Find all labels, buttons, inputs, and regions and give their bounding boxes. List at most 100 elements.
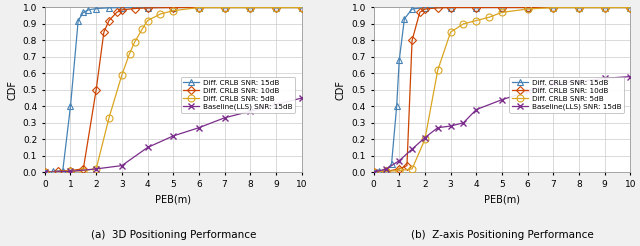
Diff. CRLB SNR: 10dB: (3, 0.999): 10dB: (3, 0.999) bbox=[447, 6, 454, 9]
Diff. CRLB SNR: 10dB: (2.5, 0.997): 10dB: (2.5, 0.997) bbox=[434, 6, 442, 9]
Diff. CRLB SNR: 10dB: (6, 0.999): 10dB: (6, 0.999) bbox=[524, 6, 531, 9]
Diff. CRLB SNR: 15dB: (2, 0.999): 15dB: (2, 0.999) bbox=[421, 6, 429, 9]
Diff. CRLB SNR: 10dB: (0.5, 0.005): 10dB: (0.5, 0.005) bbox=[54, 170, 61, 173]
Baseline(LLS) SNR: 15dB: (10, 0.58): 15dB: (10, 0.58) bbox=[627, 75, 634, 78]
Diff. CRLB SNR: 10dB: (0, 0): 10dB: (0, 0) bbox=[370, 171, 378, 174]
Baseline(LLS) SNR: 15dB: (4, 0.38): 15dB: (4, 0.38) bbox=[472, 108, 480, 111]
Baseline(LLS) SNR: 15dB: (7, 0.54): 15dB: (7, 0.54) bbox=[550, 82, 557, 85]
Diff. CRLB SNR: 10dB: (9, 0.999): 10dB: (9, 0.999) bbox=[601, 6, 609, 9]
Diff. CRLB SNR: 15dB: (7, 0.999): 15dB: (7, 0.999) bbox=[550, 6, 557, 9]
Diff. CRLB SNR: 15dB: (1.3, 0.92): 15dB: (1.3, 0.92) bbox=[74, 19, 82, 22]
Diff. CRLB SNR: 15dB: (0.2, 0.005): 15dB: (0.2, 0.005) bbox=[375, 170, 383, 173]
Diff. CRLB SNR: 10dB: (1.5, 0.02): 10dB: (1.5, 0.02) bbox=[79, 168, 87, 170]
Diff. CRLB SNR: 15dB: (9, 0.999): 15dB: (9, 0.999) bbox=[601, 6, 609, 9]
Diff. CRLB SNR: 15dB: (2.5, 0.997): 15dB: (2.5, 0.997) bbox=[105, 6, 113, 9]
Baseline(LLS) SNR: 15dB: (0.5, 0.02): 15dB: (0.5, 0.02) bbox=[383, 168, 390, 170]
Diff. CRLB SNR: 5dB: (10, 0.999): 5dB: (10, 0.999) bbox=[298, 6, 305, 9]
Diff. CRLB SNR: 15dB: (1.5, 0.97): 15dB: (1.5, 0.97) bbox=[79, 11, 87, 14]
Diff. CRLB SNR: 10dB: (3, 0.985): 10dB: (3, 0.985) bbox=[118, 8, 125, 11]
Diff. CRLB SNR: 15dB: (10, 0.999): 15dB: (10, 0.999) bbox=[627, 6, 634, 9]
Baseline(LLS) SNR: 15dB: (5, 0.44): 15dB: (5, 0.44) bbox=[498, 98, 506, 101]
Legend: Diff. CRLB SNR: 15dB, Diff. CRLB SNR: 10dB, Diff. CRLB SNR: 5dB, Baseline(LLS) S: Diff. CRLB SNR: 15dB, Diff. CRLB SNR: 10… bbox=[180, 77, 296, 113]
Baseline(LLS) SNR: 15dB: (6, 0.27): 15dB: (6, 0.27) bbox=[195, 126, 203, 129]
Baseline(LLS) SNR: 15dB: (0, 0): 15dB: (0, 0) bbox=[370, 171, 378, 174]
Diff. CRLB SNR: 10dB: (10, 0.999): 10dB: (10, 0.999) bbox=[298, 6, 305, 9]
Line: Baseline(LLS) SNR: 15dB: Baseline(LLS) SNR: 15dB bbox=[42, 95, 305, 175]
Diff. CRLB SNR: 5dB: (2.5, 0.62): 5dB: (2.5, 0.62) bbox=[434, 69, 442, 72]
Diff. CRLB SNR: 10dB: (6, 0.999): 10dB: (6, 0.999) bbox=[195, 6, 203, 9]
Line: Diff. CRLB SNR: 5dB: Diff. CRLB SNR: 5dB bbox=[42, 4, 305, 176]
Baseline(LLS) SNR: 15dB: (1.5, 0.14): 15dB: (1.5, 0.14) bbox=[408, 148, 416, 151]
Diff. CRLB SNR: 15dB: (0, 0): 15dB: (0, 0) bbox=[41, 171, 49, 174]
Diff. CRLB SNR: 15dB: (5, 0.999): 15dB: (5, 0.999) bbox=[170, 6, 177, 9]
Baseline(LLS) SNR: 15dB: (2, 0.02): 15dB: (2, 0.02) bbox=[92, 168, 100, 170]
Diff. CRLB SNR: 5dB: (8, 0.999): 5dB: (8, 0.999) bbox=[575, 6, 583, 9]
Diff. CRLB SNR: 15dB: (6, 0.999): 15dB: (6, 0.999) bbox=[524, 6, 531, 9]
Baseline(LLS) SNR: 15dB: (5, 0.22): 15dB: (5, 0.22) bbox=[170, 135, 177, 138]
Baseline(LLS) SNR: 15dB: (6, 0.49): 15dB: (6, 0.49) bbox=[524, 90, 531, 93]
Diff. CRLB SNR: 15dB: (0.7, 0.05): 15dB: (0.7, 0.05) bbox=[388, 162, 396, 165]
Diff. CRLB SNR: 5dB: (5, 0.97): 5dB: (5, 0.97) bbox=[498, 11, 506, 14]
Y-axis label: CDF: CDF bbox=[336, 80, 346, 100]
Legend: Diff. CRLB SNR: 15dB, Diff. CRLB SNR: 10dB, Diff. CRLB SNR: 5dB, Baseline(LLS) S: Diff. CRLB SNR: 15dB, Diff. CRLB SNR: 10… bbox=[509, 77, 624, 113]
Diff. CRLB SNR: 5dB: (9, 0.999): 5dB: (9, 0.999) bbox=[272, 6, 280, 9]
Baseline(LLS) SNR: 15dB: (0, 0): 15dB: (0, 0) bbox=[41, 171, 49, 174]
Diff. CRLB SNR: 15dB: (1.2, 0.93): 15dB: (1.2, 0.93) bbox=[401, 17, 408, 20]
Diff. CRLB SNR: 5dB: (2, 0.02): 5dB: (2, 0.02) bbox=[92, 168, 100, 170]
Baseline(LLS) SNR: 15dB: (9, 0.41): 15dB: (9, 0.41) bbox=[272, 103, 280, 106]
Diff. CRLB SNR: 5dB: (7, 0.999): 5dB: (7, 0.999) bbox=[550, 6, 557, 9]
Diff. CRLB SNR: 10dB: (2, 0.5): 10dB: (2, 0.5) bbox=[92, 88, 100, 91]
Diff. CRLB SNR: 15dB: (2, 0.993): 15dB: (2, 0.993) bbox=[92, 7, 100, 10]
Diff. CRLB SNR: 15dB: (1, 0.68): 15dB: (1, 0.68) bbox=[396, 59, 403, 62]
Diff. CRLB SNR: 10dB: (2.5, 0.92): 10dB: (2.5, 0.92) bbox=[105, 19, 113, 22]
Diff. CRLB SNR: 15dB: (7, 0.999): 15dB: (7, 0.999) bbox=[221, 6, 228, 9]
Title: (a)  3D Positioning Performance: (a) 3D Positioning Performance bbox=[90, 230, 256, 240]
Diff. CRLB SNR: 5dB: (2.5, 0.33): 5dB: (2.5, 0.33) bbox=[105, 116, 113, 119]
Diff. CRLB SNR: 5dB: (1, 0.01): 5dB: (1, 0.01) bbox=[396, 169, 403, 172]
Baseline(LLS) SNR: 15dB: (8, 0.37): 15dB: (8, 0.37) bbox=[246, 110, 254, 113]
Baseline(LLS) SNR: 15dB: (2.5, 0.27): 15dB: (2.5, 0.27) bbox=[434, 126, 442, 129]
Diff. CRLB SNR: 5dB: (2, 0.2): 5dB: (2, 0.2) bbox=[421, 138, 429, 141]
Line: Diff. CRLB SNR: 10dB: Diff. CRLB SNR: 10dB bbox=[371, 5, 633, 175]
Line: Diff. CRLB SNR: 5dB: Diff. CRLB SNR: 5dB bbox=[370, 4, 634, 176]
Baseline(LLS) SNR: 15dB: (7, 0.33): 15dB: (7, 0.33) bbox=[221, 116, 228, 119]
Diff. CRLB SNR: 15dB: (0, 0): 15dB: (0, 0) bbox=[370, 171, 378, 174]
Diff. CRLB SNR: 10dB: (1.3, 0.04): 10dB: (1.3, 0.04) bbox=[403, 164, 411, 167]
X-axis label: PEB(m): PEB(m) bbox=[156, 194, 191, 204]
Diff. CRLB SNR: 10dB: (1.8, 0.97): 10dB: (1.8, 0.97) bbox=[416, 11, 424, 14]
Diff. CRLB SNR: 5dB: (4, 0.92): 5dB: (4, 0.92) bbox=[144, 19, 152, 22]
Diff. CRLB SNR: 5dB: (3.3, 0.72): 5dB: (3.3, 0.72) bbox=[125, 52, 133, 55]
Diff. CRLB SNR: 10dB: (1.5, 0.8): 10dB: (1.5, 0.8) bbox=[408, 39, 416, 42]
Diff. CRLB SNR: 15dB: (5, 0.999): 15dB: (5, 0.999) bbox=[498, 6, 506, 9]
Diff. CRLB SNR: 15dB: (1, 0.4): 15dB: (1, 0.4) bbox=[67, 105, 74, 108]
Diff. CRLB SNR: 15dB: (8, 0.999): 15dB: (8, 0.999) bbox=[575, 6, 583, 9]
Diff. CRLB SNR: 10dB: (1, 0.01): 10dB: (1, 0.01) bbox=[67, 169, 74, 172]
Diff. CRLB SNR: 15dB: (8, 0.999): 15dB: (8, 0.999) bbox=[246, 6, 254, 9]
Diff. CRLB SNR: 15dB: (0.7, 0.01): 15dB: (0.7, 0.01) bbox=[59, 169, 67, 172]
Diff. CRLB SNR: 5dB: (3.8, 0.87): 5dB: (3.8, 0.87) bbox=[139, 27, 147, 30]
Diff. CRLB SNR: 5dB: (1.5, 0.01): 5dB: (1.5, 0.01) bbox=[79, 169, 87, 172]
Diff. CRLB SNR: 10dB: (7, 0.999): 10dB: (7, 0.999) bbox=[221, 6, 228, 9]
Line: Diff. CRLB SNR: 15dB: Diff. CRLB SNR: 15dB bbox=[371, 5, 633, 175]
Diff. CRLB SNR: 15dB: (3, 0.998): 15dB: (3, 0.998) bbox=[118, 6, 125, 9]
Baseline(LLS) SNR: 15dB: (10, 0.45): 15dB: (10, 0.45) bbox=[298, 96, 305, 99]
Diff. CRLB SNR: 5dB: (3, 0.85): 5dB: (3, 0.85) bbox=[447, 31, 454, 33]
Diff. CRLB SNR: 5dB: (3.5, 0.79): 5dB: (3.5, 0.79) bbox=[131, 41, 138, 44]
Diff. CRLB SNR: 5dB: (3, 0.59): 5dB: (3, 0.59) bbox=[118, 74, 125, 77]
Diff. CRLB SNR: 5dB: (0, 0): 5dB: (0, 0) bbox=[41, 171, 49, 174]
Baseline(LLS) SNR: 15dB: (2, 0.21): 15dB: (2, 0.21) bbox=[421, 136, 429, 139]
Diff. CRLB SNR: 10dB: (9, 0.999): 10dB: (9, 0.999) bbox=[272, 6, 280, 9]
Diff. CRLB SNR: 5dB: (4.5, 0.96): 5dB: (4.5, 0.96) bbox=[157, 13, 164, 15]
X-axis label: PEB(m): PEB(m) bbox=[484, 194, 520, 204]
Baseline(LLS) SNR: 15dB: (3, 0.04): 15dB: (3, 0.04) bbox=[118, 164, 125, 167]
Baseline(LLS) SNR: 15dB: (3.5, 0.3): 15dB: (3.5, 0.3) bbox=[460, 121, 467, 124]
Diff. CRLB SNR: 5dB: (8, 0.999): 5dB: (8, 0.999) bbox=[246, 6, 254, 9]
Baseline(LLS) SNR: 15dB: (3, 0.28): 15dB: (3, 0.28) bbox=[447, 124, 454, 127]
Diff. CRLB SNR: 15dB: (9, 0.999): 15dB: (9, 0.999) bbox=[272, 6, 280, 9]
Line: Diff. CRLB SNR: 15dB: Diff. CRLB SNR: 15dB bbox=[42, 5, 305, 175]
Diff. CRLB SNR: 10dB: (7, 0.999): 10dB: (7, 0.999) bbox=[550, 6, 557, 9]
Baseline(LLS) SNR: 15dB: (4, 0.15): 15dB: (4, 0.15) bbox=[144, 146, 152, 149]
Baseline(LLS) SNR: 15dB: (9, 0.57): 15dB: (9, 0.57) bbox=[601, 77, 609, 80]
Diff. CRLB SNR: 10dB: (8, 0.999): 10dB: (8, 0.999) bbox=[246, 6, 254, 9]
Diff. CRLB SNR: 10dB: (2.3, 0.85): 10dB: (2.3, 0.85) bbox=[100, 31, 108, 33]
